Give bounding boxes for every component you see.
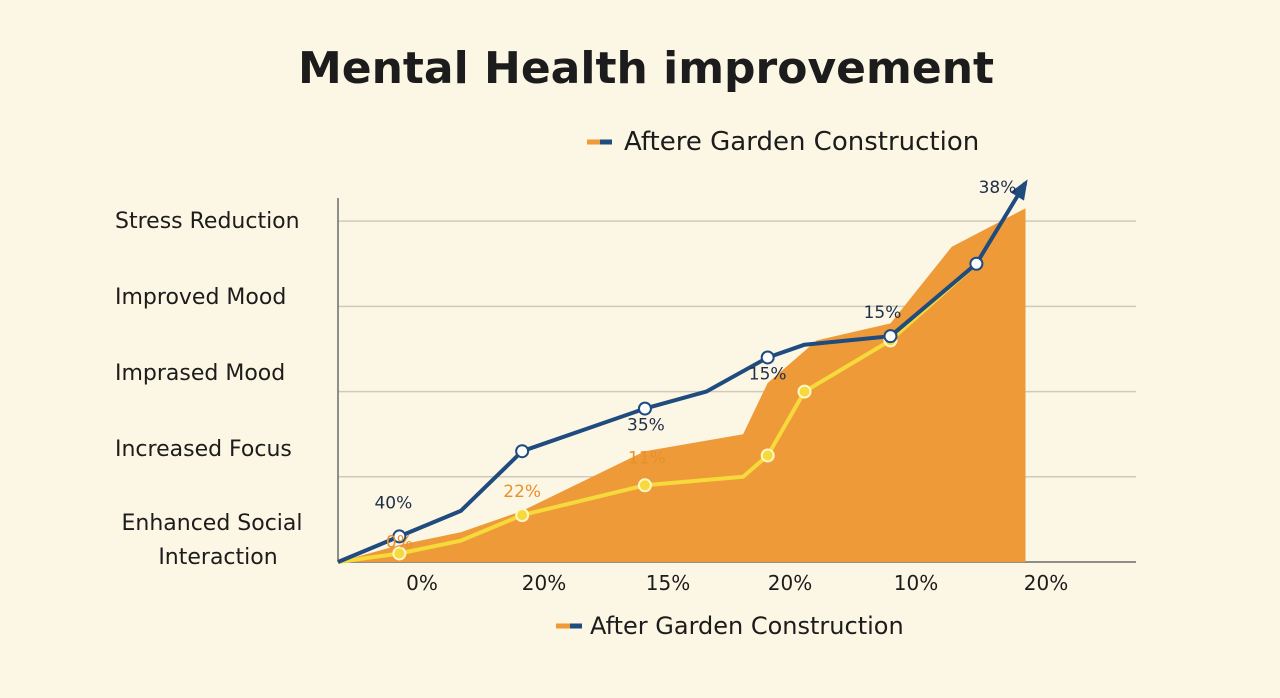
- legend-top-label: Aftere Garden Construction: [624, 127, 979, 157]
- series-blue-line: [337, 181, 1028, 564]
- x-tick-label: 10%: [894, 571, 938, 595]
- series-yellow-point: [515, 508, 530, 523]
- series-blue-point: [392, 529, 407, 544]
- y-category-label-line2: Interaction: [158, 545, 277, 570]
- blue-data-label: 35%: [627, 416, 665, 436]
- area-layer: [338, 208, 1026, 563]
- series-blue-point: [969, 256, 984, 271]
- lines-layer: [337, 179, 1028, 564]
- orange-area: [338, 208, 1026, 563]
- y-category-label: Enhanced Social: [121, 511, 302, 536]
- series-yellow-point: [392, 546, 407, 561]
- series-blue-point: [760, 350, 775, 365]
- blue-data-label: 15%: [749, 364, 787, 384]
- x-tick-label: 20%: [522, 571, 566, 595]
- y-category-label: Increased Focus: [115, 437, 292, 462]
- series-blue-point: [637, 401, 652, 416]
- x-tick-label: 15%: [646, 571, 690, 595]
- blue-data-label: 38%: [979, 178, 1017, 198]
- legend-top: Aftere Garden Construction: [587, 127, 979, 157]
- y-category-label: Stress Reduction: [115, 209, 300, 234]
- series-yellow-point: [797, 384, 812, 399]
- blue-data-label: 15%: [864, 303, 902, 323]
- x-tick-label: 20%: [768, 571, 812, 595]
- orange-data-label: 0%: [386, 532, 413, 552]
- series-blue-point: [883, 329, 898, 344]
- orange-data-label: 22%: [503, 482, 541, 502]
- x-tick-label: 20%: [1024, 571, 1068, 595]
- legend-bottom-label: After Garden Construction: [590, 612, 904, 640]
- y-category-label: Imprased Mood: [115, 361, 285, 386]
- x-axis-ticks: 0% 20% 15% 20% 10% 20%: [406, 571, 1068, 595]
- series-yellow-point: [637, 478, 652, 493]
- series-blue-arrowhead: [1010, 179, 1028, 201]
- blue-data-label: 40%: [374, 493, 412, 513]
- y-axis-labels: Stress Reduction Improved Mood Imprased Mo…: [115, 209, 303, 570]
- data-labels: 40% 35% 15% 15% 38% 0% 22% 11%: [374, 178, 1016, 553]
- y-category-label: Improved Mood: [115, 285, 286, 310]
- chart-title: Mental Health improvement: [298, 43, 994, 94]
- series-yellow-point: [760, 448, 775, 463]
- points-layer: [392, 256, 984, 561]
- series-yellow-line: [337, 262, 978, 564]
- x-tick-label: 0%: [406, 571, 438, 595]
- legend-bottom: After Garden Construction: [556, 612, 904, 640]
- series-blue-point: [515, 444, 530, 459]
- orange-data-label: 11%: [628, 448, 666, 468]
